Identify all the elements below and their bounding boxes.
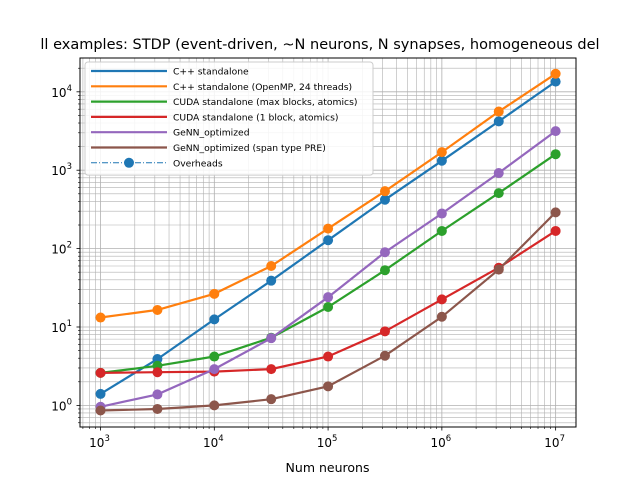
legend-label: CUDA standalone (1 block, atomics) — [173, 112, 338, 123]
data-point — [436, 311, 447, 322]
data-point — [550, 207, 561, 218]
data-point — [95, 388, 106, 399]
x-tick-label: 104 — [203, 434, 224, 450]
data-point — [436, 294, 447, 305]
data-point — [436, 208, 447, 219]
data-point — [436, 155, 447, 166]
data-point — [493, 264, 504, 275]
series-cuda-standalone-1-block-atomics- — [95, 225, 561, 378]
legend-label: CUDA standalone (max blocks, atomics) — [173, 97, 357, 108]
data-point — [379, 265, 390, 276]
x-axis-label: Num neurons — [286, 460, 370, 475]
legend-item: Overheads — [91, 157, 223, 169]
data-point — [95, 312, 106, 323]
data-point — [323, 235, 334, 246]
data-point — [152, 403, 163, 414]
data-point — [209, 351, 220, 362]
legend-item: GeNN_optimized — [91, 128, 250, 139]
legend-item: CUDA standalone (1 block, atomics) — [91, 112, 338, 123]
data-point — [379, 326, 390, 337]
series-c-standalone-openmp-24-threads- — [95, 68, 561, 323]
data-point — [550, 126, 561, 137]
data-point — [266, 333, 277, 344]
data-point — [266, 260, 277, 271]
legend-label: GeNN_optimized — [173, 128, 250, 139]
data-point — [323, 381, 334, 392]
data-point — [209, 400, 220, 411]
data-point — [550, 149, 561, 160]
data-point — [266, 275, 277, 286]
legend-label: C++ standalone (OpenMP, 24 threads) — [173, 82, 352, 93]
data-point — [323, 292, 334, 303]
data-point — [379, 186, 390, 197]
data-point — [323, 301, 334, 312]
data-point — [95, 367, 106, 378]
x-tick-label: 106 — [431, 434, 452, 450]
legend-label: GeNN_optimized (span type PRE) — [173, 143, 326, 154]
series-genn-optimized-span-type-pre- — [95, 207, 561, 416]
y-tick-label: 102 — [51, 241, 72, 257]
data-point — [152, 389, 163, 400]
data-point — [323, 351, 334, 362]
x-tick-label: 103 — [89, 434, 110, 450]
data-point — [323, 223, 334, 234]
data-point — [209, 288, 220, 299]
data-point — [493, 106, 504, 117]
x-tick-label: 105 — [317, 434, 338, 450]
data-point — [266, 394, 277, 405]
data-point — [493, 188, 504, 199]
legend-label: C++ standalone — [173, 67, 249, 78]
y-tick-label: 101 — [51, 319, 72, 335]
legend-marker — [124, 157, 134, 168]
legend-item: C++ standalone (OpenMP, 24 threads) — [91, 82, 352, 93]
data-point — [209, 314, 220, 325]
legend-item: C++ standalone — [91, 67, 249, 78]
data-point — [379, 194, 390, 205]
data-point — [436, 147, 447, 158]
data-point — [152, 367, 163, 378]
data-point — [266, 364, 277, 375]
series-cuda-standalone-max-blocks-atomics- — [95, 149, 561, 378]
data-point — [493, 168, 504, 179]
y-tick-label: 103 — [51, 162, 72, 178]
chart-title: ll examples: STDP (event-driven, ~N neur… — [40, 37, 599, 53]
data-point — [550, 225, 561, 236]
legend-label: Overheads — [173, 158, 223, 169]
legend: C++ standalone C++ standalone (OpenMP, 24… — [84, 61, 374, 176]
data-point — [95, 405, 106, 416]
legend-item: CUDA standalone (max blocks, atomics) — [91, 97, 357, 108]
data-point — [493, 116, 504, 127]
data-point — [550, 68, 561, 79]
data-point — [379, 350, 390, 361]
y-tick-label: 100 — [51, 397, 72, 413]
y-tick-label: 104 — [51, 84, 72, 100]
data-point — [550, 76, 561, 87]
x-tick-label: 107 — [544, 434, 565, 450]
legend-item: GeNN_optimized (span type PRE) — [91, 143, 326, 154]
data-point — [152, 304, 163, 315]
data-point — [436, 225, 447, 236]
series-layer — [95, 68, 561, 416]
data-point — [379, 247, 390, 258]
tick-layer: 103 104 105 106 107 100 101 102 103 104 — [51, 67, 565, 450]
data-point — [209, 364, 220, 375]
series-c-standalone — [95, 76, 561, 399]
